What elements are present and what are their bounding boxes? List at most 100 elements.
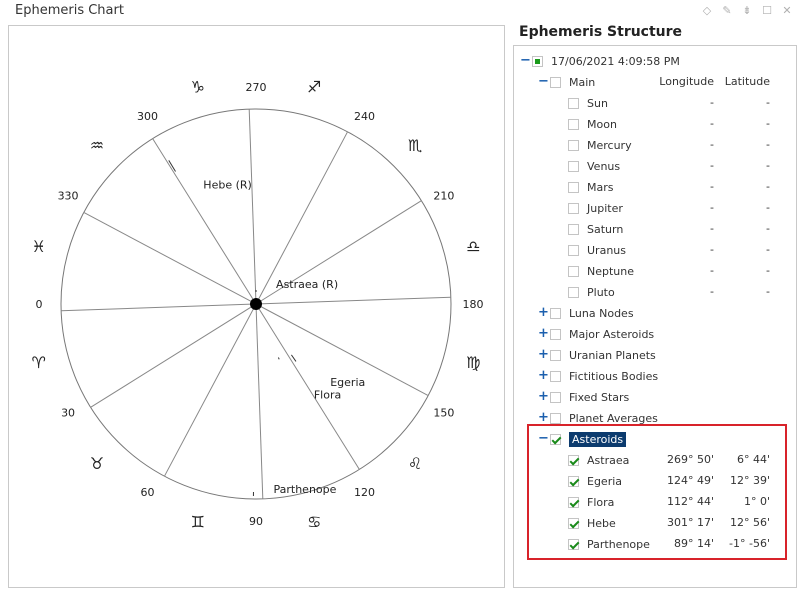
tree-group[interactable]: + Uranian Planets <box>538 346 656 364</box>
tree-item-label: Flora <box>587 495 615 509</box>
expand-icon[interactable]: + <box>538 368 549 383</box>
checkbox[interactable] <box>550 412 561 424</box>
tree-group[interactable]: + Fixed Stars <box>538 388 629 406</box>
latitude-value: 6° 44' <box>736 453 770 466</box>
checkbox[interactable] <box>568 454 579 466</box>
collapse-icon[interactable]: − <box>520 53 531 68</box>
checkbox[interactable] <box>568 517 579 529</box>
tree-item-planet[interactable]: Mercury <box>568 136 632 154</box>
tree-item-planet[interactable]: Jupiter <box>568 199 623 217</box>
expand-icon[interactable]: + <box>538 410 549 425</box>
tree-item-label: Neptune <box>587 264 635 278</box>
tree-item-planet[interactable]: Uranus <box>568 241 626 259</box>
tree-group[interactable]: + Major Asteroids <box>538 325 654 343</box>
checkbox[interactable] <box>550 391 561 403</box>
checkbox[interactable] <box>568 286 579 298</box>
body-label: Astraea (R) <box>276 278 338 291</box>
tree-item-label: Planet Averages <box>569 411 658 425</box>
expand-icon[interactable]: + <box>538 305 549 320</box>
checkbox[interactable] <box>568 244 579 256</box>
degree-label: 60 <box>141 486 155 499</box>
latitude-value: - <box>766 243 770 256</box>
tree-item-asteroid[interactable]: Hebe <box>568 514 616 532</box>
tree-item-asteroid[interactable]: Parthenope <box>568 535 650 553</box>
checkbox[interactable] <box>550 328 561 340</box>
tree-item-label: Venus <box>587 159 621 173</box>
wheel-spoke <box>255 131 348 305</box>
checkbox[interactable] <box>568 118 579 130</box>
tree-item-planet[interactable]: Sun <box>568 94 608 112</box>
close-icon[interactable]: ✕ <box>782 3 792 17</box>
body-marker <box>277 357 280 360</box>
collapse-icon[interactable]: − <box>538 74 549 89</box>
checkbox[interactable] <box>532 55 543 67</box>
longitude-value: - <box>710 243 714 256</box>
tree-group[interactable]: + Planet Averages <box>538 409 658 427</box>
collapse-icon[interactable]: − <box>538 431 549 446</box>
checkbox[interactable] <box>568 223 579 235</box>
zodiac-sign-icon: ♊ <box>191 512 205 531</box>
longitude-value: 89° 14' <box>673 537 714 550</box>
diamond-icon[interactable]: ◇ <box>702 3 712 17</box>
checkbox[interactable] <box>550 76 561 88</box>
checkbox[interactable] <box>568 181 579 193</box>
tree-item-label: Fictitious Bodies <box>569 369 659 383</box>
tree-item-asteroid[interactable]: Astraea <box>568 451 629 469</box>
expand-icon[interactable]: + <box>538 326 549 341</box>
wheel-spoke <box>255 200 422 305</box>
tree-root-item[interactable]: − 17/06/2021 4:09:58 PM <box>520 52 680 70</box>
zodiac-sign-icon: ♏ <box>408 136 422 155</box>
tree-item-planet[interactable]: Pluto <box>568 283 615 301</box>
longitude-header: Longitude <box>659 75 714 88</box>
tree-group-main[interactable]: − Main <box>538 73 595 91</box>
checkbox[interactable] <box>568 265 579 277</box>
tree-item-planet[interactable]: Mars <box>568 178 614 196</box>
checkbox[interactable] <box>568 139 579 151</box>
degree-label: 300 <box>137 110 158 123</box>
maximize-icon[interactable]: ☐ <box>762 3 772 17</box>
tree-group-asteroids[interactable]: − Asteroids <box>538 430 627 448</box>
checkbox[interactable] <box>550 433 561 445</box>
tree-item-label: Luna Nodes <box>569 306 634 320</box>
expand-icon[interactable]: + <box>538 347 549 362</box>
body-label: Hebe (R) <box>203 178 252 191</box>
checkbox[interactable] <box>550 349 561 361</box>
tree-group[interactable]: + Luna Nodes <box>538 304 634 322</box>
latitude-value: - <box>766 159 770 172</box>
checkbox[interactable] <box>568 160 579 172</box>
tree-item-planet[interactable]: Moon <box>568 115 617 133</box>
checkbox[interactable] <box>568 496 579 508</box>
wheel-spoke <box>255 303 264 499</box>
checkbox[interactable] <box>550 370 561 382</box>
tree-item-label: Egeria <box>587 474 623 488</box>
body-marker <box>290 354 297 362</box>
tree-item-label: 17/06/2021 4:09:58 PM <box>551 54 680 68</box>
longitude-value: 124° 49' <box>666 474 714 487</box>
tree-item-planet[interactable]: Saturn <box>568 220 623 238</box>
tree-item-asteroid[interactable]: Egeria <box>568 472 622 490</box>
pin-icon[interactable]: ✎ <box>722 3 732 17</box>
checkbox[interactable] <box>568 475 579 487</box>
tree-item-planet[interactable]: Venus <box>568 157 620 175</box>
latitude-value: - <box>766 264 770 277</box>
tree-group[interactable]: + Fictitious Bodies <box>538 367 658 385</box>
checkbox[interactable] <box>568 538 579 550</box>
longitude-value: - <box>710 180 714 193</box>
checkbox[interactable] <box>568 97 579 109</box>
latitude-value: 1° 0' <box>743 495 770 508</box>
zodiac-sign-icon: ♍ <box>466 353 480 372</box>
zodiac-sign-icon: ♈ <box>31 353 45 372</box>
wheel-outer-circle <box>60 108 452 500</box>
longitude-value: 269° 50' <box>666 453 714 466</box>
degree-label: 120 <box>354 486 375 499</box>
tree-item-label: Hebe <box>587 516 616 530</box>
checkbox[interactable] <box>550 307 561 319</box>
dock-icon[interactable]: ⇟ <box>742 3 752 17</box>
tree-item-planet[interactable]: Neptune <box>568 262 634 280</box>
zodiac-sign-icon: ♑ <box>191 78 205 97</box>
checkbox[interactable] <box>568 202 579 214</box>
expand-icon[interactable]: + <box>538 389 549 404</box>
zodiac-sign-icon: ♋ <box>307 512 321 531</box>
wheel-spoke <box>152 138 257 305</box>
tree-item-asteroid[interactable]: Flora <box>568 493 614 511</box>
